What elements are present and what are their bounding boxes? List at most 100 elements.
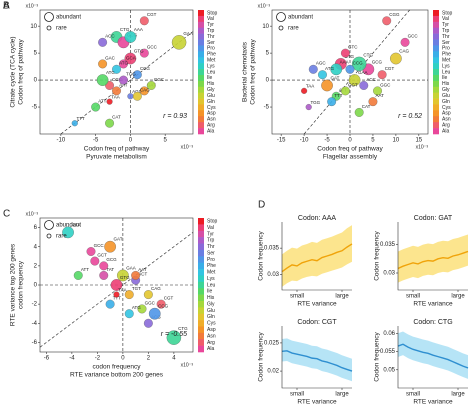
- colorbar-swatch: [433, 45, 439, 52]
- x-axis-label: Flagellar assembly: [323, 154, 378, 161]
- colorbar-swatch: [433, 33, 439, 40]
- y-axis-label: Codon frequency: [258, 332, 265, 382]
- x-tick-label: large: [335, 294, 349, 300]
- panel-letter: A: [3, 1, 10, 12]
- subplot-title: Codon: CGT: [297, 319, 337, 326]
- point-label: TGG: [310, 100, 320, 105]
- colorbar-swatch: [198, 45, 204, 52]
- bubble: [110, 279, 123, 291]
- point-label: GAT: [330, 75, 339, 80]
- x-tick-label: large: [451, 392, 465, 398]
- y-axis-label: Codon frequency: [374, 231, 381, 281]
- bubble: [301, 87, 308, 94]
- colorbar-swatch: [198, 313, 204, 321]
- bubble: [330, 63, 343, 76]
- point-label: AAA: [134, 27, 143, 32]
- colorbar-swatch: [198, 307, 204, 315]
- colorbar-label: Pro: [442, 46, 450, 52]
- point-label: TTT: [334, 93, 342, 98]
- x-tick-label: 0: [348, 138, 352, 144]
- colorbar-label: Ala: [207, 128, 214, 134]
- x-tick-label: 0: [121, 356, 125, 362]
- y-tick-label: 0.03: [267, 272, 279, 278]
- colorbar-label: Asn: [442, 117, 451, 123]
- colorbar-label: Gln: [207, 314, 215, 320]
- x-tick-label: 2: [147, 356, 151, 362]
- diagonal: [60, 31, 194, 135]
- y-axis-label: Bacterial chemotaxis: [242, 41, 249, 102]
- x-tick-label: large: [335, 392, 349, 398]
- colorbar-label: Arg: [442, 122, 450, 128]
- colorbar-label: Pro: [207, 46, 215, 52]
- colorbar-label: Cys: [207, 321, 216, 327]
- colorbar-label: Asp: [207, 327, 216, 333]
- colorbar-label: Trp: [207, 28, 215, 34]
- y-tick-label: 5: [266, 51, 270, 57]
- y-tick-label: 0: [266, 78, 270, 84]
- colorbar-label: Stop: [207, 219, 218, 225]
- x-axis-label: RTE variance: [297, 399, 337, 406]
- x-tick-label: -6: [44, 356, 50, 362]
- point-label: GCT: [97, 252, 107, 257]
- band: [282, 338, 352, 382]
- x-axis-label: RTE variance: [297, 301, 337, 308]
- colorbar-label: Lys: [207, 276, 215, 282]
- colorbar-label: Tyr: [442, 22, 449, 28]
- point-label: CGT: [385, 66, 395, 71]
- bubble: [62, 226, 74, 239]
- colorbar-label: Met: [207, 58, 216, 64]
- colorbar-swatch: [433, 80, 439, 88]
- colorbar-swatch: [433, 15, 439, 23]
- legend-label: rare: [56, 234, 67, 240]
- bubble: [143, 290, 153, 300]
- colorbar-label: His: [207, 81, 215, 87]
- point-label: TAA: [118, 287, 126, 292]
- colorbar-swatch: [198, 21, 204, 29]
- bubble: [354, 107, 364, 117]
- bubble: [139, 16, 149, 26]
- colorbar-swatch: [198, 243, 204, 251]
- x-tick-label: -10: [300, 138, 309, 144]
- point-label: GCG: [372, 59, 383, 64]
- x-tick-label: -5: [324, 138, 330, 144]
- colorbar-swatch: [198, 256, 204, 263]
- colorbar-swatch: [198, 98, 204, 105]
- axes: [397, 326, 468, 389]
- line: [397, 250, 469, 270]
- bubble: [96, 74, 109, 86]
- colorbar-swatch: [433, 69, 439, 76]
- colorbar-swatch: [433, 122, 439, 129]
- bubble: [112, 86, 121, 96]
- point-label: CAT: [362, 104, 371, 109]
- colorbar-swatch: [198, 262, 204, 270]
- legend-marker: [46, 25, 52, 31]
- point-label: GTG: [344, 54, 354, 59]
- y-tick-label: 4: [34, 244, 38, 250]
- bubble: [104, 240, 116, 253]
- colorbar-label: Ser: [207, 40, 215, 46]
- colorbar-swatch: [433, 98, 439, 105]
- panel-letter: C: [3, 209, 10, 220]
- x-tick-label: 0: [129, 138, 133, 144]
- colorbar-label: Met: [207, 270, 216, 276]
- x-tick-label: small: [290, 392, 304, 398]
- y-tick-label: -4: [32, 321, 38, 327]
- bubble: [99, 261, 109, 271]
- bubble: [112, 64, 121, 74]
- colorbar-label: Gly: [207, 301, 215, 307]
- bubble: [340, 48, 350, 58]
- point-label: GCC: [147, 45, 158, 50]
- x-axis-label: Codon freq of pathway: [84, 146, 150, 153]
- colorbar-swatch: [198, 332, 204, 340]
- colorbar-swatch: [433, 92, 439, 99]
- y-tick-label: 0.035: [264, 246, 280, 252]
- colorbar-label: Glu: [442, 93, 450, 99]
- colorbar-label: Cys: [207, 105, 216, 111]
- line: [397, 343, 469, 369]
- colorbar-swatch: [433, 57, 439, 64]
- point-label: AGC: [132, 89, 143, 94]
- bubble: [124, 290, 134, 300]
- point-label: ATC: [106, 70, 115, 75]
- bubble: [132, 70, 142, 80]
- bubble: [305, 103, 312, 111]
